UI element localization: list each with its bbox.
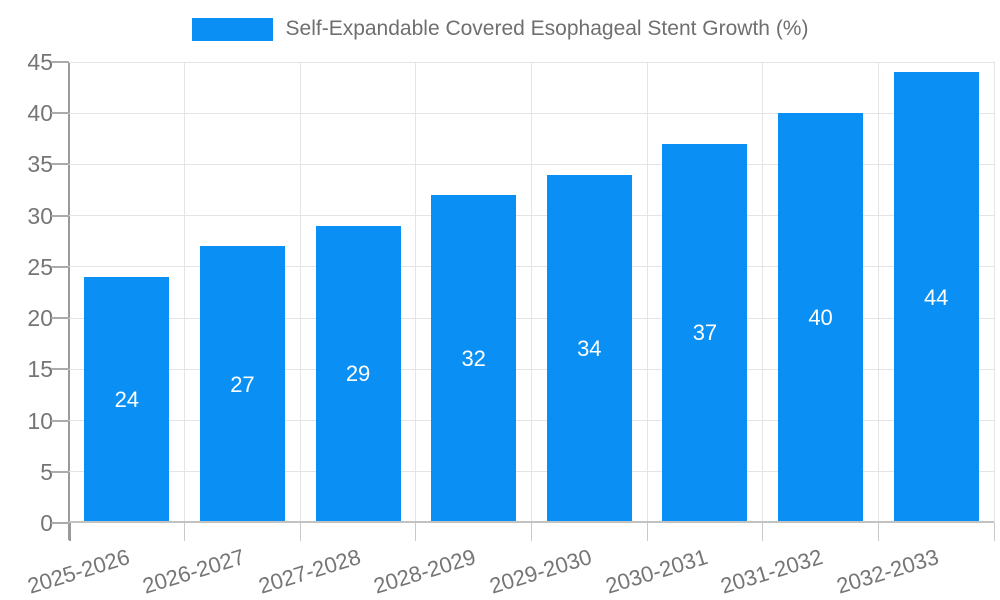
chart-title: Self-Expandable Covered Esophageal Stent…: [285, 17, 809, 40]
y-axis-tick: [51, 368, 69, 371]
bar-value-label: 44: [923, 284, 949, 310]
gridline-vertical: [415, 62, 417, 523]
y-axis-tick-label: 0: [40, 510, 53, 536]
gridline-vertical: [762, 62, 764, 523]
bar-2026-2027[interactable]: 27: [199, 246, 285, 523]
y-axis-tick-label: 35: [27, 151, 53, 178]
y-axis-tick: [51, 470, 69, 473]
gridline-vertical: [877, 62, 879, 523]
x-axis-tick: [531, 523, 532, 541]
x-axis-label-text: 2027-2028: [255, 544, 364, 599]
x-axis-label-text: 2032-2033: [833, 544, 942, 599]
x-axis-label-text: 2025-2026: [24, 544, 133, 599]
gridline-vertical: [184, 62, 186, 523]
x-axis-label-text: 2031-2032: [717, 544, 826, 599]
gridline-vertical: [993, 62, 995, 523]
x-axis-tick: [646, 523, 648, 541]
bar-value-label: 27: [230, 371, 255, 397]
bar-2032-2033[interactable]: 44: [893, 72, 979, 523]
bar-2029-2030[interactable]: 34: [546, 174, 632, 523]
y-axis-tick-label: 25: [27, 253, 53, 280]
x-axis-tick: [68, 523, 71, 541]
bar-2025-2026[interactable]: 24: [84, 277, 170, 523]
x-axis-tick: [762, 523, 764, 541]
gridline-vertical: [531, 62, 532, 523]
x-axis-label-text: 2026-2027: [139, 544, 248, 599]
legend-swatch: [191, 17, 273, 41]
bar-2027-2028[interactable]: 29: [315, 225, 401, 523]
x-axis-tick: [993, 523, 995, 541]
x-axis-tick: [184, 523, 186, 541]
bar-2031-2032[interactable]: 40: [778, 113, 864, 523]
x-axis-label-text: 2028-2029: [371, 544, 479, 599]
y-axis-tick-label: 5: [40, 458, 53, 485]
y-axis-tick-label: 15: [27, 356, 53, 383]
y-axis-tick: [51, 522, 69, 524]
x-axis-label-text: 2030-2031: [602, 544, 711, 599]
x-axis-tick: [299, 523, 301, 541]
y-axis-tick: [51, 419, 69, 422]
bar-value-label: 32: [461, 346, 486, 372]
y-axis-tick-label: 10: [27, 407, 53, 434]
y-axis-tick: [51, 112, 69, 115]
bar-value-label: 24: [114, 387, 140, 413]
y-axis-tick: [51, 163, 69, 166]
bar-value-label: 40: [808, 305, 833, 331]
y-axis-tick: [51, 317, 69, 320]
bar-2030-2031[interactable]: 37: [662, 143, 748, 523]
y-axis-tick-label: 45: [27, 49, 53, 75]
y-axis-tick: [51, 61, 69, 63]
plot-area: 24 27 29 32 34 37 40 44: [69, 61, 995, 523]
y-axis-tick-label: 30: [27, 202, 53, 229]
y-axis-tick-label: 20: [27, 305, 53, 332]
x-axis-tick: [877, 523, 879, 541]
gridline-vertical: [299, 62, 301, 523]
chart-legend: Self-Expandable Covered Esophageal Stent…: [0, 17, 1000, 41]
x-axis-label-text: 2029-2030: [486, 544, 595, 599]
bar-value-label: 34: [577, 335, 602, 361]
y-axis-tick-label: 40: [27, 100, 53, 127]
y-axis-tick: [51, 265, 69, 268]
x-axis-line: [69, 521, 994, 523]
y-axis-tick: [51, 214, 69, 217]
x-axis-tick: [415, 523, 417, 541]
bar-2028-2029[interactable]: 32: [431, 195, 517, 523]
gridline-vertical: [646, 62, 648, 523]
bar-value-label: 37: [692, 320, 718, 346]
y-axis-line: [68, 62, 70, 540]
bar-value-label: 29: [345, 361, 371, 387]
